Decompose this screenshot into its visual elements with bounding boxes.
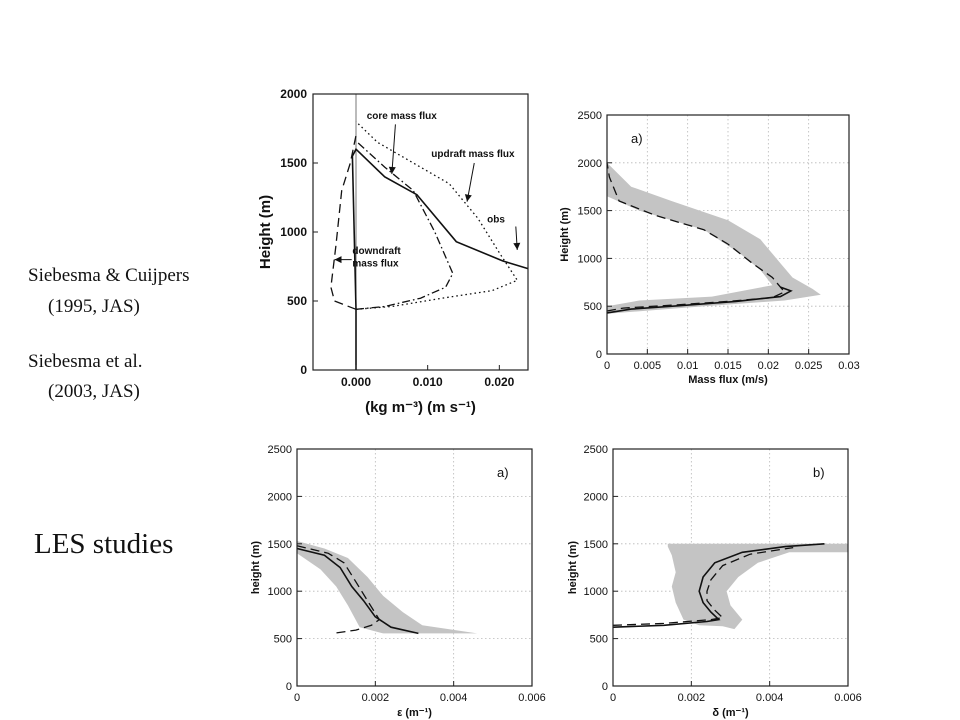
annotation-label: core mass flux (367, 111, 437, 122)
series-line-solid (296, 547, 419, 635)
x-axis-label: (kg m⁻³) (m s⁻¹) (365, 399, 476, 416)
spread-band (667, 543, 848, 630)
x-tick-label: 0.01 (677, 360, 698, 372)
x-tick-label: 0.02 (758, 360, 779, 372)
reference-1-line-1: Siebesma & Cuijpers (28, 265, 190, 286)
annotation-label: updraft mass flux (431, 149, 515, 160)
y-tick-label: 2500 (268, 444, 292, 456)
y-axis-label: Height (m) (559, 207, 571, 262)
x-tick-label: 0.002 (678, 692, 706, 704)
x-tick-label: 0 (604, 360, 610, 372)
x-tick-label: 0.006 (834, 692, 862, 704)
x-tick-label: 0.010 (413, 375, 443, 389)
y-tick-label: 2000 (268, 491, 292, 503)
x-axis-label: ε (m⁻¹) (397, 707, 432, 719)
y-tick-label: 2000 (280, 87, 307, 101)
series-line-solid (606, 286, 793, 314)
panel-letter: a) (497, 465, 509, 480)
x-tick-label: 0.000 (341, 375, 371, 389)
y-tick-label: 1500 (578, 206, 602, 218)
x-axis-label: δ (m⁻¹) (712, 707, 749, 719)
y-tick-label: 1500 (280, 156, 307, 170)
y-tick-label: 1500 (268, 539, 292, 551)
plot-frame (312, 93, 529, 371)
x-tick-label: 0 (610, 692, 616, 704)
x-tick-label: 0.025 (795, 360, 823, 372)
y-tick-label: 500 (590, 634, 608, 646)
y-tick-label: 1000 (268, 586, 292, 598)
y-tick-label: 2000 (578, 158, 602, 170)
y-tick-label: 0 (300, 363, 307, 377)
spread-band (297, 541, 478, 634)
y-axis-label: height (m) (567, 541, 579, 594)
y-tick-label: 500 (274, 634, 292, 646)
series-line-solid (612, 543, 825, 628)
series-line-solid (351, 147, 529, 370)
x-tick-label: 0.002 (362, 692, 390, 704)
x-tick-label: 0.006 (518, 692, 546, 704)
y-axis-label: height (m) (250, 541, 262, 594)
x-tick-label: 0.020 (484, 375, 514, 389)
y-tick-label: 2000 (584, 491, 608, 503)
chart-panel-s03b_eps: 0 0.002 0.004 0.006 0 500 1000 1500 2000 2500 ε (m… (250, 444, 546, 719)
plot-frame (296, 448, 533, 687)
y-tick-label: 2500 (584, 444, 608, 456)
annotation-label: downdraft (352, 246, 401, 257)
reference-2-line-2: (2003, JAS) (48, 381, 140, 402)
panel-letter: a) (631, 131, 643, 146)
annotation-arrowhead (334, 256, 342, 264)
series-line-dotted (355, 121, 519, 310)
series-line-dashed (612, 546, 794, 626)
y-tick-label: 1000 (280, 225, 307, 239)
y-tick-label: 500 (584, 301, 602, 313)
annotation-label: mass flux (352, 259, 399, 270)
annotation-arrow (391, 124, 396, 175)
x-tick-label: 0 (294, 692, 300, 704)
annotation-arrowhead (464, 194, 472, 202)
series-line-dashed (606, 162, 786, 312)
reference-2-line-1: Siebesma et al. (28, 351, 143, 372)
y-tick-label: 500 (287, 294, 307, 308)
y-tick-label: 1500 (584, 539, 608, 551)
y-tick-label: 0 (596, 349, 602, 361)
y-tick-label: 2500 (578, 110, 602, 122)
x-tick-label: 0.004 (756, 692, 784, 704)
annotation-arrowhead (513, 242, 521, 250)
chart-panel-s03a: 0 0.005 0.01 0.015 0.02 0.025 0.03 0 500 1000 1500… (559, 110, 860, 386)
y-tick-label: 0 (602, 681, 608, 693)
y-tick-label: 1000 (578, 253, 602, 265)
y-tick-label: 1000 (584, 586, 608, 598)
x-tick-label: 0.005 (634, 360, 662, 372)
les-studies-label: LES studies (34, 528, 174, 560)
plot-frame (612, 448, 849, 687)
chart-panel-sc95: 0.000 0.010 0.020 0 500 1000 1500 2000 (kg m⁻³) … (257, 87, 529, 416)
x-tick-label: 0.015 (714, 360, 742, 372)
chart-panel-s03b_del: 0 0.002 0.004 0.006 0 500 1000 1500 2000 2500 δ (m… (567, 444, 862, 719)
annotation-arrowhead (388, 166, 396, 174)
annotation-label: obs (487, 214, 505, 225)
x-axis-label: Mass flux (m/s) (688, 374, 768, 386)
spread-band (607, 162, 821, 314)
y-tick-label: 0 (286, 681, 292, 693)
x-tick-label: 0.03 (838, 360, 859, 372)
panel-letter: b) (813, 465, 825, 480)
series-line-dotdash (355, 141, 454, 310)
x-tick-label: 0.004 (440, 692, 468, 704)
y-axis-label: Height (m) (257, 195, 274, 269)
reference-1-line-2: (1995, JAS) (48, 296, 140, 317)
